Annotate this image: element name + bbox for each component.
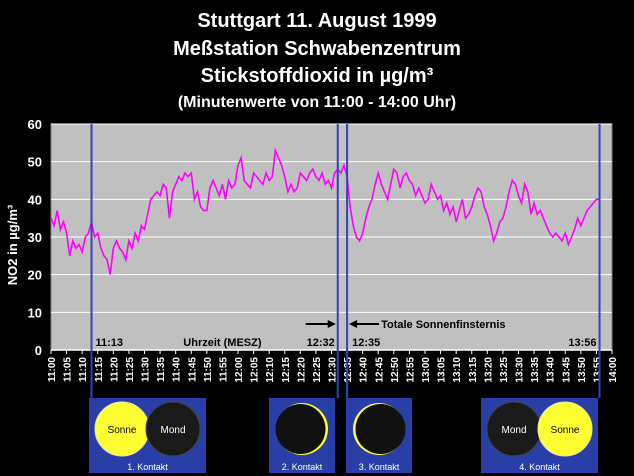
x-tick-label: 13:20 xyxy=(483,357,494,383)
y-axis-label: NO2 in µg/m³ xyxy=(5,204,20,285)
title-line-3: Stickstoffdioxid in µg/m³ xyxy=(200,65,434,87)
x-tick-label: 11:30 xyxy=(141,357,152,382)
moon-label: Mond xyxy=(160,425,185,436)
moon-disk xyxy=(275,404,326,454)
x-tick-label: 13:00 xyxy=(421,357,432,383)
x-tick-label: 12:55 xyxy=(405,357,416,383)
x-tick-label: 11:05 xyxy=(63,357,74,382)
x-tick-label: 12:20 xyxy=(296,357,307,383)
no2-series-line xyxy=(50,147,600,275)
contact-time-label: 13:56 xyxy=(568,337,596,349)
x-tick-label: 12:40 xyxy=(359,357,370,383)
y-tick-label: 50 xyxy=(28,155,42,170)
x-tick-label: 13:30 xyxy=(515,357,526,383)
x-tick-label: 14:00 xyxy=(608,357,619,383)
x-tick-label: 12:15 xyxy=(281,357,292,383)
x-tick-label: 12:45 xyxy=(374,357,385,383)
x-tick-label: 13:15 xyxy=(468,357,479,383)
title-line-1: Stuttgart 11. August 1999 xyxy=(197,10,437,32)
contact-caption: 1. Kontakt xyxy=(127,462,168,472)
moon-disk xyxy=(355,404,406,454)
x-tick-label: 11:00 xyxy=(47,357,58,382)
title-line-2: Meßstation Schwabenzentrum xyxy=(173,38,461,60)
y-tick-label: 0 xyxy=(35,343,42,358)
x-tick-label: 12:50 xyxy=(390,357,401,383)
x-tick-label: 12:30 xyxy=(328,357,339,383)
x-tick-label: 13:05 xyxy=(437,357,448,383)
x-tick-label: 13:10 xyxy=(452,357,463,383)
x-tick-label: 11:10 xyxy=(78,357,89,382)
x-tick-label: 13:55 xyxy=(592,357,603,383)
title-line-4: (Minutenwerte von 11:00 - 14:00 Uhr) xyxy=(177,94,457,111)
contact-caption: 2. Kontakt xyxy=(282,462,323,472)
totality-arrowhead-left xyxy=(327,320,336,328)
y-tick-label: 40 xyxy=(28,192,42,207)
contact-time-label: 12:32 xyxy=(307,337,335,349)
x-tick-label: 13:35 xyxy=(530,357,541,383)
y-tick-label: 30 xyxy=(28,230,42,245)
x-tick-label: 13:40 xyxy=(546,357,557,383)
x-tick-label: 11:50 xyxy=(203,357,214,382)
x-tick-label: 12:00 xyxy=(234,357,245,383)
contact-time-label: 11:13 xyxy=(96,337,124,349)
contact-caption: 3. Kontakt xyxy=(359,462,400,472)
x-tick-label: 11:25 xyxy=(125,357,136,382)
x-tick-label: 11:35 xyxy=(156,357,167,382)
x-tick-label: 11:45 xyxy=(187,357,198,382)
contact-time-label: 12:35 xyxy=(352,337,380,349)
x-tick-label: 13:25 xyxy=(499,357,510,383)
totality-annotation: Totale Sonnenfinsternis xyxy=(381,319,505,331)
moon-label: Mond xyxy=(501,425,526,436)
x-axis-label: Uhrzeit (MESZ) xyxy=(183,337,262,349)
contact-caption: 4. Kontakt xyxy=(519,462,560,472)
moon-disk xyxy=(145,401,201,457)
sun-label: Sonne xyxy=(551,425,580,436)
sun-disk xyxy=(537,401,593,457)
x-tick-label: 11:55 xyxy=(218,357,229,382)
y-tick-label: 10 xyxy=(28,305,42,320)
y-tick-label: 20 xyxy=(28,268,42,283)
x-tick-label: 13:45 xyxy=(561,357,572,383)
sun-label: Sonne xyxy=(108,425,137,436)
x-tick-label: 12:35 xyxy=(343,357,354,383)
x-tick-label: 13:50 xyxy=(577,357,588,383)
x-tick-label: 12:05 xyxy=(250,357,261,383)
y-tick-label: 60 xyxy=(28,117,42,132)
totality-arrowhead-right xyxy=(349,320,358,328)
x-tick-label: 12:25 xyxy=(312,357,323,383)
x-tick-label: 11:40 xyxy=(172,357,183,382)
x-tick-label: 12:10 xyxy=(265,357,276,383)
x-tick-label: 11:15 xyxy=(94,357,105,382)
x-tick-label: 11:20 xyxy=(109,357,120,382)
